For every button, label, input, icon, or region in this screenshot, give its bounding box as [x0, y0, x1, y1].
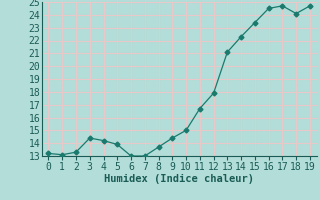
X-axis label: Humidex (Indice chaleur): Humidex (Indice chaleur)	[104, 174, 254, 184]
